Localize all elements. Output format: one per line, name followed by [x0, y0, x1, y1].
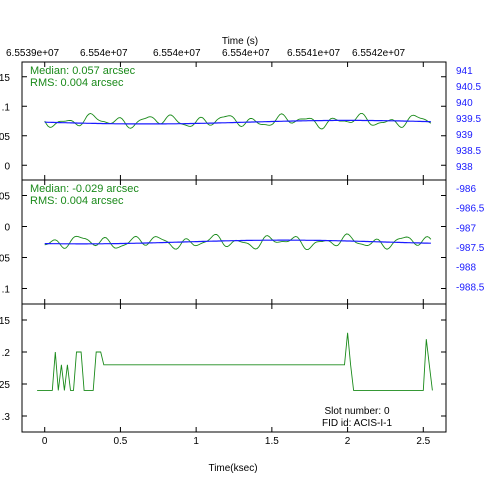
series-line-blue — [44, 239, 431, 245]
series-line-green — [37, 332, 433, 391]
series-line-green — [44, 112, 432, 130]
top-axis-title: Time (s) — [222, 36, 258, 47]
left-tick-label: 0 — [4, 223, 10, 234]
right-tick-label: 940.5 — [456, 82, 481, 93]
left-tick-label: .05 — [0, 254, 10, 265]
right-tick-label: 939.5 — [456, 114, 481, 125]
top-tick-label: 6.554e+07 — [153, 48, 201, 59]
right-tick-label: -987 — [456, 223, 476, 234]
right-tick-label: 939 — [456, 130, 473, 141]
series-line-blue — [44, 119, 431, 125]
right-tick-label: -987.5 — [456, 243, 485, 254]
right-tick-label: -988.5 — [456, 282, 485, 293]
annotation: Median: -0.029 arcsec — [30, 183, 139, 195]
x-tick-label: 1.5 — [265, 436, 279, 447]
x-tick-label: 2 — [345, 436, 351, 447]
right-tick-label: -986.5 — [456, 204, 485, 215]
panel-bottom-frame — [21, 303, 447, 433]
left-tick-label: 0 — [4, 161, 10, 172]
right-tick-label: 938.5 — [456, 146, 481, 157]
top-tick-label: 6.5542e+07 — [352, 48, 406, 59]
top-tick-label: 6.554e+07 — [80, 48, 128, 59]
annotation: RMS: 0.004 arcsec — [30, 195, 124, 207]
annotation: Slot number: 0 — [324, 406, 389, 417]
x-tick-label: 0 — [42, 436, 48, 447]
right-tick-label: 938 — [456, 162, 473, 173]
annotation: Median: 0.057 arcsec — [30, 65, 136, 77]
left-tick-label: .3 — [2, 412, 11, 423]
left-tick-label: .1 — [2, 285, 11, 296]
left-tick-label: .1 — [2, 102, 11, 113]
right-tick-label: 941 — [456, 66, 473, 77]
left-tick-label: .25 — [0, 380, 10, 391]
left-tick-label: .15 — [0, 316, 10, 327]
left-tick-label: .15 — [0, 73, 10, 84]
annotation: RMS: 0.004 arcsec — [30, 77, 124, 89]
left-tick-label: .05 — [0, 132, 10, 143]
x-tick-label: 0.5 — [113, 436, 127, 447]
left-tick-label: .2 — [2, 348, 11, 359]
right-tick-label: 940 — [456, 98, 473, 109]
x-tick-label: 1 — [193, 436, 199, 447]
top-tick-label: 6.5541e+07 — [287, 48, 341, 59]
top-tick-label: 6.554e+07 — [222, 48, 270, 59]
right-tick-label: -986 — [456, 184, 476, 195]
top-tick-label: 6.5539e+07 — [6, 48, 60, 59]
left-tick-label: .05 — [0, 192, 10, 203]
annotation: FID id: ACIS-I-1 — [322, 418, 392, 429]
x-tick-label: 2.5 — [416, 436, 430, 447]
right-tick-label: -988 — [456, 263, 476, 274]
x-axis-title: Time(ksec) — [208, 463, 257, 474]
